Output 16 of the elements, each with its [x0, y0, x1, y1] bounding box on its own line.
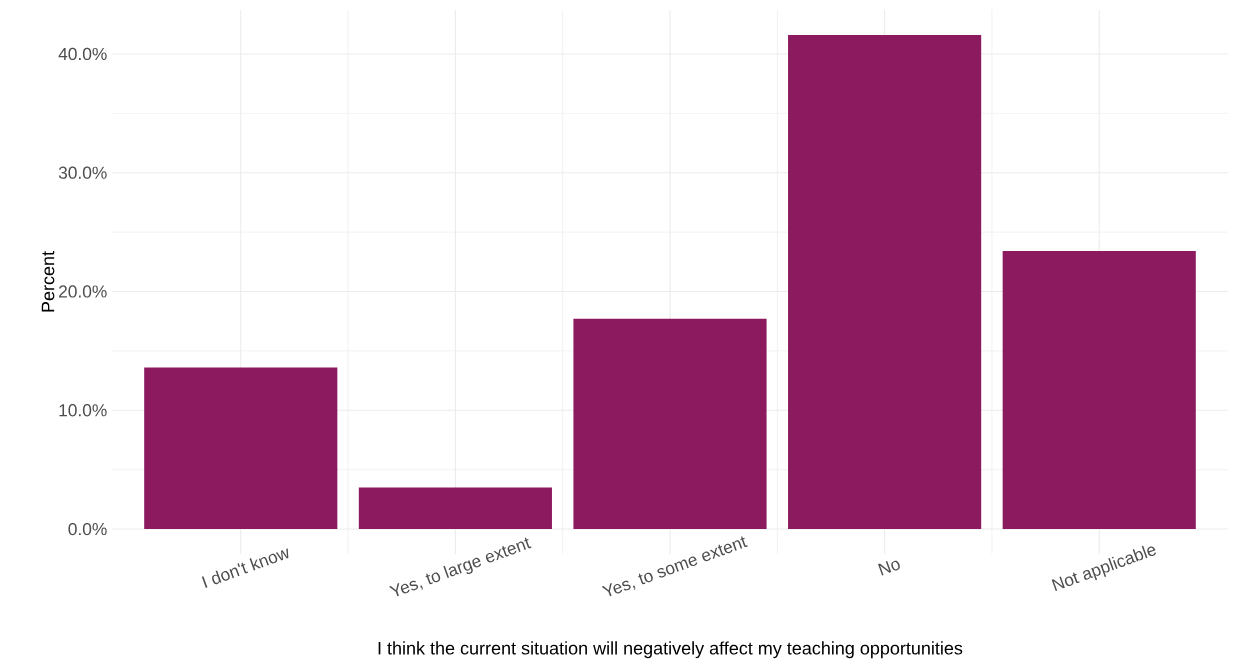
y-tick-label: 40.0%	[58, 47, 107, 61]
x-tick-label: Yes, to some extent	[601, 536, 748, 597]
bar	[788, 34, 982, 530]
y-tick-label: 30.0%	[58, 166, 107, 179]
bar	[573, 318, 767, 530]
bar	[358, 487, 552, 530]
bar	[144, 367, 338, 530]
y-axis-title: Percent	[41, 251, 55, 312]
y-tick-label: 10.0%	[59, 404, 107, 417]
y-tick-label: 0.0%	[68, 522, 107, 536]
x-tick-label: Yes, to large extent	[389, 537, 532, 597]
x-tick-label: No	[878, 560, 900, 576]
x-tick-label: I don't know	[201, 548, 289, 588]
bar	[1002, 251, 1196, 530]
y-tick-label: 20.0%	[59, 285, 107, 298]
x-axis-title: I think the current situation will negatively affect my teaching opportunities	[378, 641, 963, 659]
